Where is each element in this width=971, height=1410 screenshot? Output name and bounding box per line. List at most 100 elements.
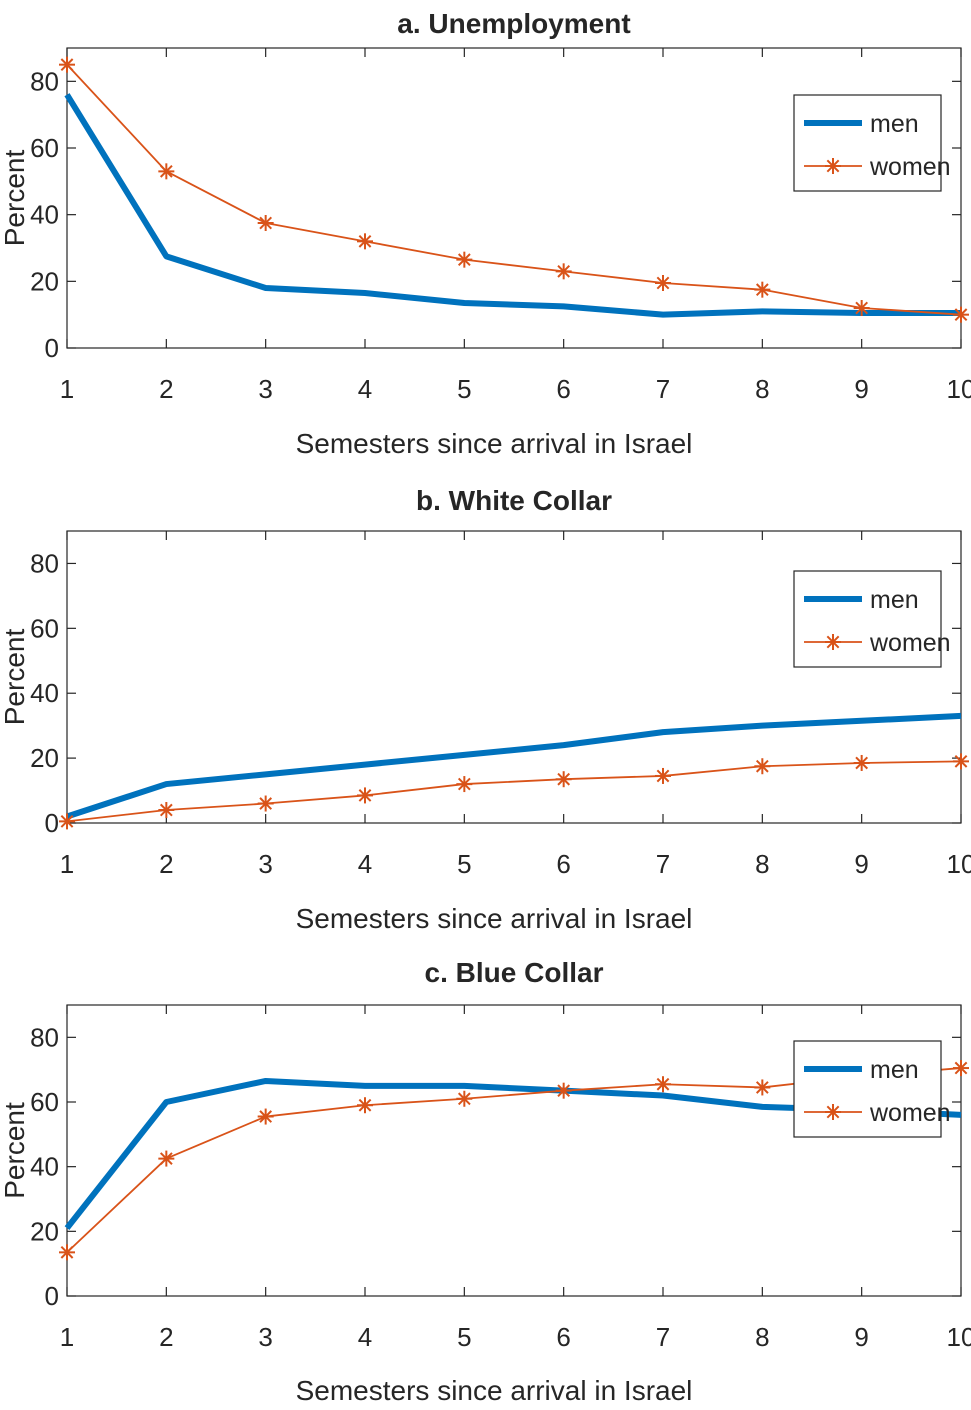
data-point-marker [59, 56, 75, 73]
series-line [66, 64, 962, 316]
y-tick-label: 0 [45, 808, 59, 838]
data-point-marker [655, 767, 671, 784]
axes-box [66, 530, 962, 824]
chart-title: b. White Collar [416, 485, 612, 516]
legend-label: women [869, 1099, 951, 1127]
legend-box [793, 94, 942, 192]
x-tick-label: 5 [457, 374, 471, 404]
data-point-marker [754, 1079, 771, 1096]
x-tick-label: 10 [947, 849, 971, 879]
y-tick-label: 60 [30, 1087, 59, 1117]
legend: men women [793, 1040, 951, 1138]
y-tick-label: 60 [30, 613, 59, 643]
x-tick-label: 3 [258, 1322, 272, 1352]
data-point-marker [953, 306, 969, 323]
x-tick-label: 7 [656, 1322, 670, 1352]
x-tick-label: 6 [556, 374, 570, 404]
x-tick-label: 4 [358, 1322, 372, 1352]
x-tick-label: 4 [358, 849, 372, 879]
data-point-marker [655, 1076, 671, 1093]
data-point-marker [257, 215, 274, 231]
y-tick-label: 40 [30, 1152, 59, 1182]
data-point-marker [357, 233, 373, 250]
data-point-marker [555, 771, 572, 788]
data-point-marker [158, 1150, 175, 1167]
x-tick-label: 8 [755, 1322, 769, 1352]
y-axis-label: Percent [0, 150, 30, 247]
legend-label: men [870, 586, 919, 614]
series-line [66, 712, 962, 820]
legend-marker [825, 1104, 841, 1120]
y-tick-label: 20 [30, 266, 59, 296]
y-axis-label: Percent [0, 629, 30, 726]
y-tick-label: 40 [30, 678, 59, 708]
x-tick-label: 4 [358, 374, 372, 404]
data-point-marker [953, 753, 969, 770]
data-point-marker [456, 251, 473, 268]
y-tick-label: 80 [30, 548, 59, 578]
x-tick-label: 8 [755, 849, 769, 879]
x-tick-label: 6 [556, 1322, 570, 1352]
x-tick-label: 2 [159, 1322, 173, 1352]
series-line [64, 93, 961, 318]
legend: men women [793, 94, 951, 192]
data-point-marker [59, 1244, 75, 1261]
x-tick-label: 7 [656, 849, 670, 879]
series-women [59, 56, 969, 323]
data-point-marker [555, 263, 572, 280]
data-point-marker [59, 813, 75, 830]
series-women [59, 753, 969, 830]
data-point-marker [456, 1090, 473, 1107]
x-tick-label: 3 [258, 374, 272, 404]
x-tick-label: 3 [258, 849, 272, 879]
data-point-marker [555, 1082, 572, 1099]
chart-title: a. Unemployment [397, 8, 630, 39]
data-point-marker [853, 754, 870, 771]
data-point-marker [158, 802, 175, 819]
panel-2: b. White Collar 1 2 3 4 5 6 7 8 9 10 0 20 40 60 80 Semes… [0, 485, 971, 934]
legend-label: women [869, 629, 951, 657]
x-tick-label: 5 [457, 849, 471, 879]
axes-box [66, 47, 962, 349]
x-tick-label: 9 [854, 1322, 868, 1352]
x-tick-label: 1 [60, 1322, 74, 1352]
data-point-marker [357, 787, 373, 804]
x-tick-label: 10 [947, 374, 971, 404]
legend: men women [793, 570, 951, 668]
y-tick-label: 20 [30, 743, 59, 773]
data-point-marker [158, 163, 175, 180]
legend-label: men [870, 1056, 919, 1084]
data-point-marker [257, 1108, 274, 1125]
x-tick-label: 7 [656, 374, 670, 404]
legend-label: men [870, 110, 919, 138]
data-point-marker [953, 1060, 969, 1077]
data-point-marker [754, 281, 771, 298]
x-tick-label: 1 [60, 849, 74, 879]
y-tick-label: 0 [45, 333, 59, 363]
legend-label: women [869, 153, 951, 181]
y-tick-label: 80 [30, 66, 59, 96]
x-tick-label: 8 [755, 374, 769, 404]
panel-3: c. Blue Collar 1 2 3 4 5 6 7 8 9 10 0 20 40 60 80 Semest… [0, 957, 971, 1406]
data-point-marker [853, 300, 870, 316]
legend-box [793, 1040, 942, 1138]
series-men [64, 93, 961, 318]
y-axis-label: Percent [0, 1102, 30, 1199]
data-point-marker [357, 1097, 373, 1114]
panel-1: a. Unemployment 1 2 3 4 5 6 7 8 9 10 0 20 40 60 80 Semes… [0, 8, 971, 459]
data-point-marker [754, 758, 771, 775]
x-tick-label: 2 [159, 849, 173, 879]
x-tick-label: 9 [854, 849, 868, 879]
data-point-marker [456, 776, 473, 793]
chart-title: c. Blue Collar [425, 957, 604, 988]
y-tick-label: 80 [30, 1022, 59, 1052]
y-tick-label: 20 [30, 1216, 59, 1246]
y-tick-label: 0 [45, 1281, 59, 1311]
x-axis-label: Semesters since arrival in Israel [296, 903, 693, 934]
legend-marker [825, 634, 841, 650]
x-tick-label: 2 [159, 374, 173, 404]
axes-box [66, 1004, 962, 1297]
x-tick-label: 5 [457, 1322, 471, 1352]
x-tick-label: 9 [854, 374, 868, 404]
